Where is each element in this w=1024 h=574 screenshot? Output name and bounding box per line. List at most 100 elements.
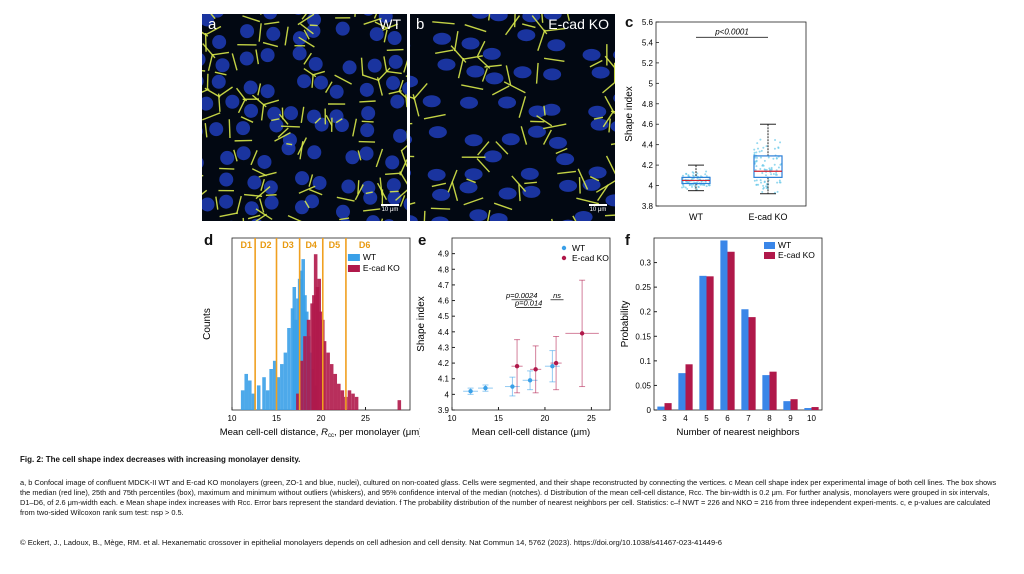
x-tick-label: 3 (662, 414, 667, 423)
nucleus (202, 14, 214, 27)
data-point (770, 173, 773, 176)
cell-junction (604, 214, 615, 217)
nucleus (588, 166, 607, 179)
x-axis-label: Mean cell-cell distance, Rcc, per monola… (220, 427, 420, 439)
data-point (708, 184, 711, 187)
nucleus (359, 82, 374, 97)
nucleus (202, 53, 206, 66)
data-point (773, 147, 776, 150)
data-point (757, 147, 760, 150)
cell-junction (300, 106, 305, 123)
data-point (754, 168, 757, 171)
cell-junction (495, 141, 509, 155)
nucleus (385, 155, 400, 170)
data-point (761, 171, 764, 174)
cell-junction (386, 48, 404, 52)
y-tick-label: 4.6 (642, 120, 654, 129)
cell-junction (577, 168, 589, 190)
data-point (510, 384, 515, 389)
cell-junction (386, 70, 402, 75)
histogram-bar (397, 400, 402, 410)
x-tick-label: 10 (807, 414, 816, 423)
data-point (777, 166, 780, 169)
x-tick-label: 10 (448, 414, 457, 423)
nucleus (378, 14, 393, 24)
cell-junction (204, 123, 208, 138)
bar (685, 364, 693, 410)
panel-b-letter: b (416, 16, 425, 33)
data-point (760, 149, 763, 152)
y-tick-label: 5.6 (642, 18, 654, 27)
x-tick-label: 8 (767, 414, 772, 423)
nucleus (547, 39, 566, 52)
x-tick-label: 6 (725, 414, 730, 423)
data-point (755, 156, 758, 159)
nucleus (556, 153, 575, 166)
nucleus (482, 47, 501, 60)
x-tick-label: 20 (317, 414, 326, 423)
cell-junction (202, 189, 208, 195)
cell-junction (401, 145, 407, 152)
panel-b-micrograph: b E-cad KO 10 μm (410, 14, 615, 221)
data-point (705, 185, 708, 188)
cell-junction (383, 56, 388, 72)
data-point (483, 385, 488, 391)
x-tick-label: 20 (540, 414, 549, 423)
data-point (756, 142, 759, 145)
interval-label: D5 (329, 240, 341, 250)
cell-junction (325, 114, 333, 127)
data-point (775, 157, 778, 160)
bar (699, 275, 707, 410)
panel-a-micrograph: a WT 10 μm (202, 14, 407, 221)
nucleus (345, 150, 360, 165)
wt-cell-image (202, 14, 407, 221)
y-axis-label: Counts (202, 308, 213, 340)
panel-c-letter: c (625, 14, 634, 31)
x-tick-label: WT (689, 212, 703, 222)
cell-junction (557, 170, 577, 175)
cell-junction (399, 195, 406, 207)
cell-junction (303, 67, 317, 78)
nucleus (591, 66, 610, 79)
legend-label: WT (778, 240, 791, 250)
y-tick-label: 4.2 (438, 359, 450, 368)
data-point (579, 331, 585, 336)
histogram-bar (303, 336, 307, 410)
nucleus (335, 21, 350, 36)
cell-junction (336, 196, 355, 202)
nucleus (295, 14, 302, 15)
cell-junction (412, 83, 428, 100)
panel-e-letter: e (418, 232, 427, 249)
nucleus (312, 175, 327, 190)
cell-junction (255, 49, 260, 65)
cell-junction (435, 49, 454, 54)
cell-junction (602, 110, 615, 128)
data-point (763, 168, 766, 171)
cell-junction (363, 208, 381, 212)
cell-junction (537, 29, 546, 51)
data-point (775, 171, 778, 174)
cell-junction (204, 87, 221, 98)
nucleus (240, 24, 255, 39)
y-axis-label: Shape index (416, 296, 427, 352)
cell-junction (566, 14, 571, 21)
cell-junction (303, 29, 310, 40)
cell-junction (513, 14, 516, 28)
cell-junction (447, 169, 458, 193)
nucleus (513, 66, 532, 79)
nucleus (219, 172, 234, 187)
cell-junction (324, 81, 333, 94)
nucleus (244, 103, 259, 118)
nucleus (386, 178, 401, 193)
cell-junction (487, 14, 491, 21)
cell-junction (536, 115, 553, 127)
cell-junction (375, 148, 384, 168)
legend-label: WT (363, 252, 376, 262)
y-tick-label: 0.15 (635, 332, 651, 341)
data-point (753, 179, 756, 182)
y-axis-label: Shape index (624, 86, 635, 142)
data-point (762, 146, 765, 149)
cell-junction (484, 64, 502, 68)
nucleus (386, 76, 401, 91)
nucleus (527, 125, 546, 138)
